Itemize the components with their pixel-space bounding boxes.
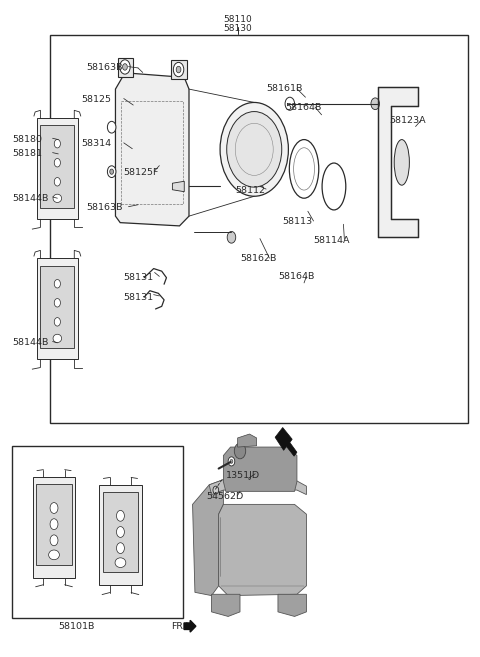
Circle shape — [108, 166, 116, 177]
Polygon shape — [275, 428, 297, 456]
Text: 58144B: 58144B — [12, 338, 48, 348]
Text: 58112: 58112 — [235, 186, 265, 195]
Polygon shape — [192, 480, 223, 596]
Bar — [40, 265, 74, 348]
Polygon shape — [209, 480, 306, 495]
Text: 58314: 58314 — [81, 139, 111, 148]
Polygon shape — [172, 181, 184, 192]
Text: 58163B: 58163B — [86, 204, 122, 212]
Circle shape — [230, 459, 233, 463]
Text: 58114A: 58114A — [313, 236, 350, 245]
Ellipse shape — [53, 334, 61, 342]
Text: 58163B: 58163B — [86, 64, 122, 72]
Circle shape — [108, 122, 116, 133]
Circle shape — [54, 317, 60, 326]
Circle shape — [228, 457, 235, 466]
Circle shape — [54, 298, 60, 307]
Text: 1351JD: 1351JD — [226, 470, 260, 480]
Bar — [121, 101, 183, 204]
Circle shape — [120, 60, 130, 74]
Text: 58164B: 58164B — [278, 272, 314, 281]
Text: 58123A: 58123A — [389, 116, 426, 125]
Polygon shape — [116, 73, 189, 226]
Circle shape — [50, 503, 58, 513]
Circle shape — [117, 543, 124, 554]
Bar — [99, 484, 142, 585]
Bar — [12, 445, 183, 618]
Text: 58101B: 58101B — [58, 622, 95, 631]
Text: 58131: 58131 — [124, 293, 154, 302]
Circle shape — [213, 486, 219, 494]
Polygon shape — [378, 87, 418, 237]
Bar — [36, 484, 72, 564]
Polygon shape — [219, 505, 306, 596]
Polygon shape — [238, 434, 257, 447]
Circle shape — [220, 102, 288, 196]
Ellipse shape — [53, 194, 61, 202]
Text: 54562D: 54562D — [207, 492, 244, 501]
Circle shape — [54, 177, 60, 186]
Bar — [37, 258, 77, 359]
Circle shape — [54, 158, 60, 167]
Polygon shape — [171, 60, 187, 79]
Ellipse shape — [394, 139, 409, 185]
Circle shape — [173, 62, 184, 77]
Circle shape — [50, 519, 58, 530]
Text: 58130: 58130 — [223, 24, 252, 34]
Ellipse shape — [115, 558, 126, 568]
Text: 58131: 58131 — [124, 273, 154, 283]
Text: 58125F: 58125F — [124, 168, 159, 177]
Circle shape — [122, 64, 127, 70]
Circle shape — [234, 443, 246, 459]
Circle shape — [117, 510, 124, 521]
Bar — [37, 118, 77, 219]
Text: 58181: 58181 — [12, 149, 42, 158]
FancyArrow shape — [184, 620, 196, 632]
Bar — [50, 35, 468, 423]
Text: 58180: 58180 — [12, 135, 42, 144]
Circle shape — [227, 231, 236, 243]
Circle shape — [54, 139, 60, 148]
Circle shape — [54, 279, 60, 288]
Text: 58162B: 58162B — [240, 254, 276, 263]
Circle shape — [371, 98, 380, 110]
Text: 58110: 58110 — [223, 14, 252, 24]
Ellipse shape — [48, 550, 60, 560]
Text: FR.: FR. — [171, 622, 186, 631]
Circle shape — [117, 526, 124, 537]
Bar — [103, 491, 138, 572]
Polygon shape — [223, 447, 297, 491]
Text: 58161B: 58161B — [266, 84, 302, 93]
Circle shape — [110, 169, 114, 174]
Circle shape — [285, 97, 295, 110]
Circle shape — [50, 535, 58, 546]
Polygon shape — [212, 595, 240, 616]
Text: 58144B: 58144B — [12, 194, 48, 203]
Bar — [40, 125, 74, 208]
Polygon shape — [118, 58, 133, 78]
Circle shape — [176, 66, 181, 73]
Polygon shape — [278, 595, 306, 616]
Text: 58113: 58113 — [283, 217, 313, 225]
Text: 58125: 58125 — [81, 95, 111, 104]
Text: 58164B: 58164B — [285, 102, 322, 112]
Bar — [33, 477, 75, 578]
Circle shape — [227, 112, 282, 187]
